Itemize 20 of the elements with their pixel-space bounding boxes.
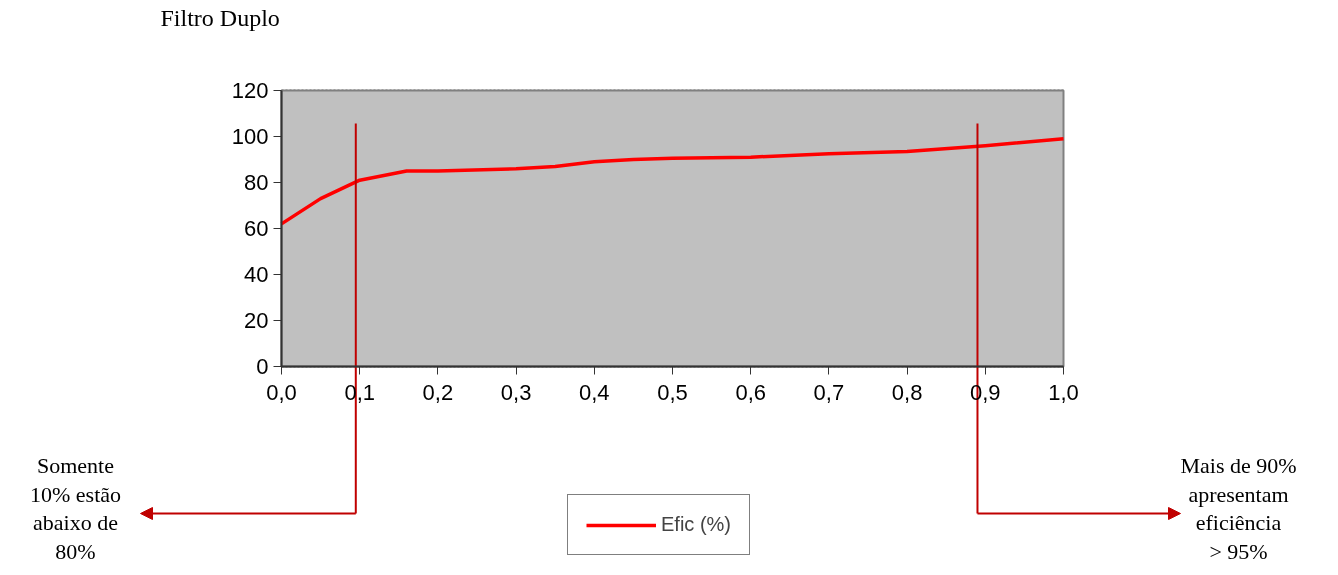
y-tick-label: 60 <box>244 216 269 241</box>
x-tick-label: 0,6 <box>735 379 766 405</box>
x-tick-label: 0,8 <box>891 379 923 405</box>
x-tick-label: 0,0 <box>266 379 297 405</box>
y-tick-label: 100 <box>231 124 269 149</box>
y-tick-label: 0 <box>256 354 269 379</box>
ref-line-label: Somente 10% estão abaixo de 80% <box>29 452 122 565</box>
chart-title: Filtro Duplo <box>160 4 280 31</box>
x-tick-label: 0,3 <box>500 379 532 405</box>
ref-line-label: Mais de 90% apresentam eficiência > 95% <box>1180 452 1297 565</box>
y-tick-label: 40 <box>244 262 269 287</box>
legend-label: Efic (%) <box>661 513 731 536</box>
x-tick-label: 1,0 <box>1048 379 1079 405</box>
x-tick-label: 0,7 <box>813 379 845 405</box>
y-tick-label: 20 <box>244 308 269 333</box>
x-tick-label: 0,5 <box>657 379 688 405</box>
y-tick-label: 120 <box>231 78 269 103</box>
x-tick-label: 0,4 <box>579 379 610 405</box>
x-tick-label: 0,2 <box>422 379 454 405</box>
y-tick-label: 80 <box>244 170 269 195</box>
